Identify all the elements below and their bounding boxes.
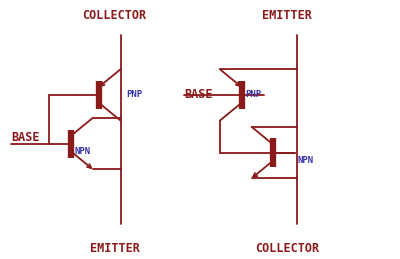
Text: NPN: NPN (75, 147, 91, 156)
Text: COLLECTOR: COLLECTOR (255, 242, 320, 255)
Text: EMITTER: EMITTER (262, 9, 312, 22)
Text: BASE: BASE (184, 88, 213, 102)
Text: NPN: NPN (297, 156, 314, 165)
Text: PNP: PNP (126, 90, 143, 99)
Text: COLLECTOR: COLLECTOR (82, 9, 147, 22)
Text: PNP: PNP (246, 90, 262, 99)
Text: EMITTER: EMITTER (90, 242, 140, 255)
Text: BASE: BASE (11, 131, 40, 144)
